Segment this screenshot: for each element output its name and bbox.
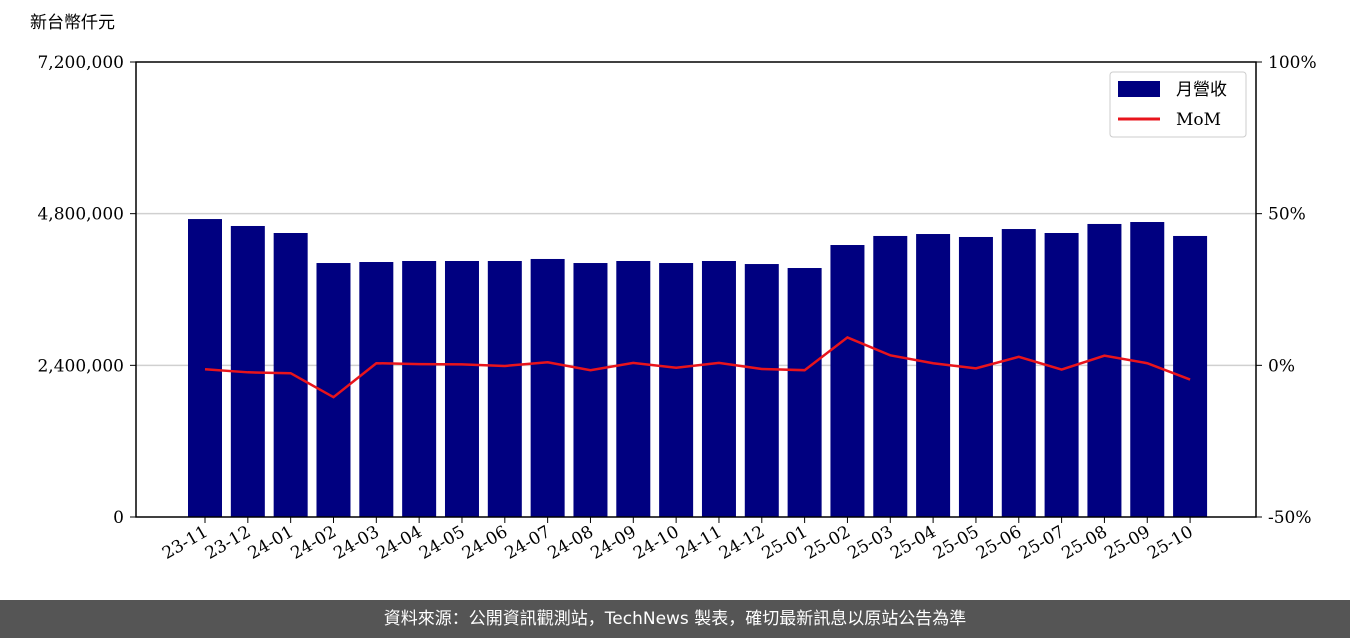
y2-tick-label: 0% bbox=[1268, 356, 1295, 376]
x-tick-label: 24-01 bbox=[245, 522, 297, 564]
y-tick-label: 2,400,000 bbox=[37, 356, 124, 376]
bar bbox=[487, 260, 522, 517]
legend-swatch bbox=[1118, 81, 1160, 97]
x-tick-label: 25-03 bbox=[844, 522, 896, 564]
footer: 資料來源：公開資訊觀測站，TechNews 製表，確切最新訊息以原站公告為準 bbox=[0, 600, 1350, 638]
y-axis-label: 新台幣仟元 bbox=[30, 13, 115, 33]
bar bbox=[659, 263, 694, 517]
y-tick-label: 4,800,000 bbox=[37, 205, 124, 225]
bar bbox=[916, 234, 951, 518]
x-tick-label: 24-07 bbox=[502, 522, 554, 564]
bar bbox=[359, 262, 394, 517]
bar bbox=[273, 233, 308, 518]
x-tick-label: 24-12 bbox=[716, 522, 768, 564]
bar bbox=[744, 264, 779, 517]
line bbox=[204, 335, 1191, 399]
x-tick-label: 25-09 bbox=[1101, 522, 1153, 564]
y2-tick-label: 100% bbox=[1268, 53, 1317, 73]
legend-label: 月營收 bbox=[1176, 80, 1227, 100]
x-tick-label: 25-08 bbox=[1058, 522, 1110, 564]
x-tick-label: 24-03 bbox=[330, 522, 382, 564]
bar bbox=[444, 260, 479, 517]
bar bbox=[1087, 223, 1122, 518]
x-tick-label: 25-06 bbox=[973, 522, 1025, 564]
bar bbox=[573, 263, 608, 517]
bar bbox=[1130, 222, 1165, 517]
bar bbox=[530, 258, 565, 517]
x-tick-label: 23-11 bbox=[159, 522, 211, 564]
y2-tick-label: -50% bbox=[1268, 508, 1312, 528]
x-tick-label: 24-11 bbox=[673, 522, 725, 564]
bar bbox=[402, 260, 437, 517]
bar bbox=[830, 245, 865, 517]
bar bbox=[958, 236, 993, 517]
x-tick-label: 25-10 bbox=[1144, 522, 1196, 564]
x-tick-label: 24-05 bbox=[416, 522, 468, 564]
bar bbox=[873, 235, 908, 517]
x-tick-label: 24-08 bbox=[545, 522, 597, 564]
y2-tick-label: 50% bbox=[1268, 205, 1306, 225]
x-tick-label: 24-06 bbox=[459, 522, 511, 564]
bar bbox=[787, 268, 822, 517]
bar bbox=[1173, 235, 1208, 517]
x-tick-label: 25-05 bbox=[930, 522, 982, 564]
bar bbox=[1001, 229, 1036, 517]
y-tick-label: 0 bbox=[113, 508, 124, 528]
legend-label: MoM bbox=[1176, 110, 1221, 130]
x-tick-label: 24-10 bbox=[630, 522, 682, 564]
x-tick-label: 25-01 bbox=[759, 522, 811, 564]
bar bbox=[188, 219, 222, 517]
x-tick-label: 25-07 bbox=[1016, 522, 1068, 564]
bar bbox=[701, 260, 736, 517]
bar bbox=[616, 260, 651, 517]
x-tick-label: 25-02 bbox=[802, 522, 854, 564]
x-tick-label: 25-04 bbox=[887, 522, 939, 564]
bar bbox=[1044, 233, 1079, 518]
x-tick-label: 24-04 bbox=[373, 522, 425, 564]
plot-frame bbox=[135, 61, 1257, 518]
x-tick-label: 23-12 bbox=[202, 522, 254, 564]
y-tick-label: 7,200,000 bbox=[37, 53, 124, 73]
x-tick-label: 24-02 bbox=[288, 522, 340, 564]
x-tick-label: 24-09 bbox=[587, 522, 639, 564]
chart: 新台幣仟元 0 2,400,000 4,800,000 7,200,000 -50% 0%… bbox=[30, 13, 1317, 564]
